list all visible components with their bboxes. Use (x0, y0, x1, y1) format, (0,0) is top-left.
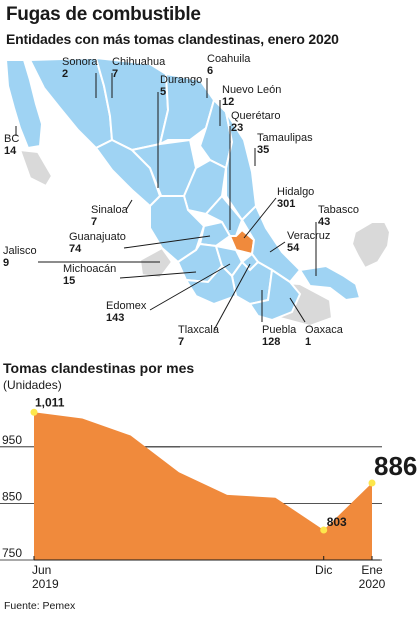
x-tick-dic: Dic (315, 563, 332, 577)
gray-region-yucatan (350, 221, 392, 270)
state-guerrero (184, 264, 238, 306)
map-value-sinaloa: 7 (91, 216, 97, 228)
annotation-min: 803 (327, 515, 347, 529)
map-value-tlaxcala: 7 (178, 336, 184, 348)
map-value-coahuila: 6 (207, 65, 213, 77)
leader-line-tlaxcala (213, 263, 251, 331)
map-value-tamaulipas: 35 (257, 144, 269, 156)
map-label-tabasco: Tabasco (318, 204, 359, 216)
source-note: Fuente: Pemex (4, 600, 76, 612)
map-label-edomex: Edomex (106, 300, 147, 312)
map-label-sinaloa: Sinaloa (91, 204, 129, 216)
map-label-veracruz: Veracruz (287, 230, 330, 242)
map-label-michoacan: Michoacán (63, 263, 116, 275)
annotation-end: 886 (374, 451, 417, 481)
state-baja-california (4, 59, 44, 150)
leader-line-hidalgo (243, 197, 277, 239)
x-tick-jun: Jun (32, 563, 51, 577)
map-label-sonora: Sonora (62, 56, 98, 68)
annotation-start: 1,011 (35, 395, 65, 409)
map-label-nuevo-leon: Nuevo León (222, 84, 281, 96)
map-label-coahuila: Coahuila (207, 53, 251, 65)
y-tick-750: 750 (2, 546, 22, 560)
map-value-tabasco: 43 (318, 216, 330, 228)
map-value-hidalgo: 301 (277, 198, 295, 210)
x-tick-year-2020: 2020 (359, 577, 386, 591)
map-label-hidalgo: Hidalgo (277, 186, 314, 198)
leader-line-guanajuato (123, 235, 211, 249)
map-states (4, 56, 362, 322)
map-label-puebla: Puebla (262, 324, 297, 336)
gray-region-baja-south (18, 148, 54, 188)
map-value-chihuahua: 7 (112, 68, 118, 80)
map-value-bc: 14 (4, 145, 17, 157)
y-tick-950: 950 (2, 433, 22, 447)
map-value-michoacan: 15 (63, 275, 75, 287)
line-chart-annotations: 1,011 803 886 (30, 395, 417, 534)
leader-line-sinaloa (125, 199, 133, 211)
line-chart-title: Tomas clandestinas por mes (3, 360, 195, 376)
map-label-jalisco: Jalisco (3, 245, 37, 257)
x-tick-ene: Ene (361, 563, 383, 577)
map-value-sonora: 2 (62, 68, 68, 80)
line-chart-area (34, 412, 372, 560)
leader-line-edomex (149, 263, 231, 311)
map-label-durango: Durango (160, 74, 202, 86)
map-value-oaxaca: 1 (305, 336, 311, 348)
map-label-guanajuato: Guanajuato (69, 231, 126, 243)
map-value-edomex: 143 (106, 312, 124, 324)
state-zacatecas (182, 158, 228, 216)
line-chart-units: (Unidades) (3, 378, 62, 392)
state-tabasco (298, 264, 362, 302)
point-0 (30, 408, 38, 416)
page-title: Fugas de combustible (6, 4, 201, 25)
point-7 (368, 479, 376, 487)
state-guanajuato (198, 220, 232, 248)
map-subtitle: Entidades con más tomas clandestinas, en… (6, 31, 339, 47)
map-label-queretaro: Querétaro (231, 110, 281, 122)
map-value-queretaro: 23 (231, 122, 243, 134)
map-label-bc: BC (4, 133, 19, 145)
map-value-nuevo-leon: 12 (222, 96, 234, 108)
leader-line-veracruz (269, 241, 286, 253)
leader-line-michoacan (119, 271, 197, 279)
leader-line-oaxaca (289, 297, 306, 323)
map-label-tamaulipas: Tamaulipas (257, 132, 313, 144)
point-6 (320, 526, 328, 534)
map-label-tlaxcala: Tlaxcala (178, 324, 220, 336)
map-label-oaxaca: Oaxaca (305, 324, 344, 336)
map-value-puebla: 128 (262, 336, 280, 348)
map-label-chihuahua: Chihuahua (112, 56, 166, 68)
map-leader-lines (15, 73, 317, 331)
map-value-jalisco: 9 (3, 257, 9, 269)
map-value-durango: 5 (160, 86, 166, 98)
x-tick-year-2019: 2019 (32, 577, 59, 591)
map-value-guanajuato: 74 (69, 243, 82, 255)
map-value-veracruz: 54 (287, 242, 300, 254)
y-tick-850: 850 (2, 489, 22, 503)
gray-region-west (138, 246, 174, 280)
state-puebla (230, 260, 274, 306)
